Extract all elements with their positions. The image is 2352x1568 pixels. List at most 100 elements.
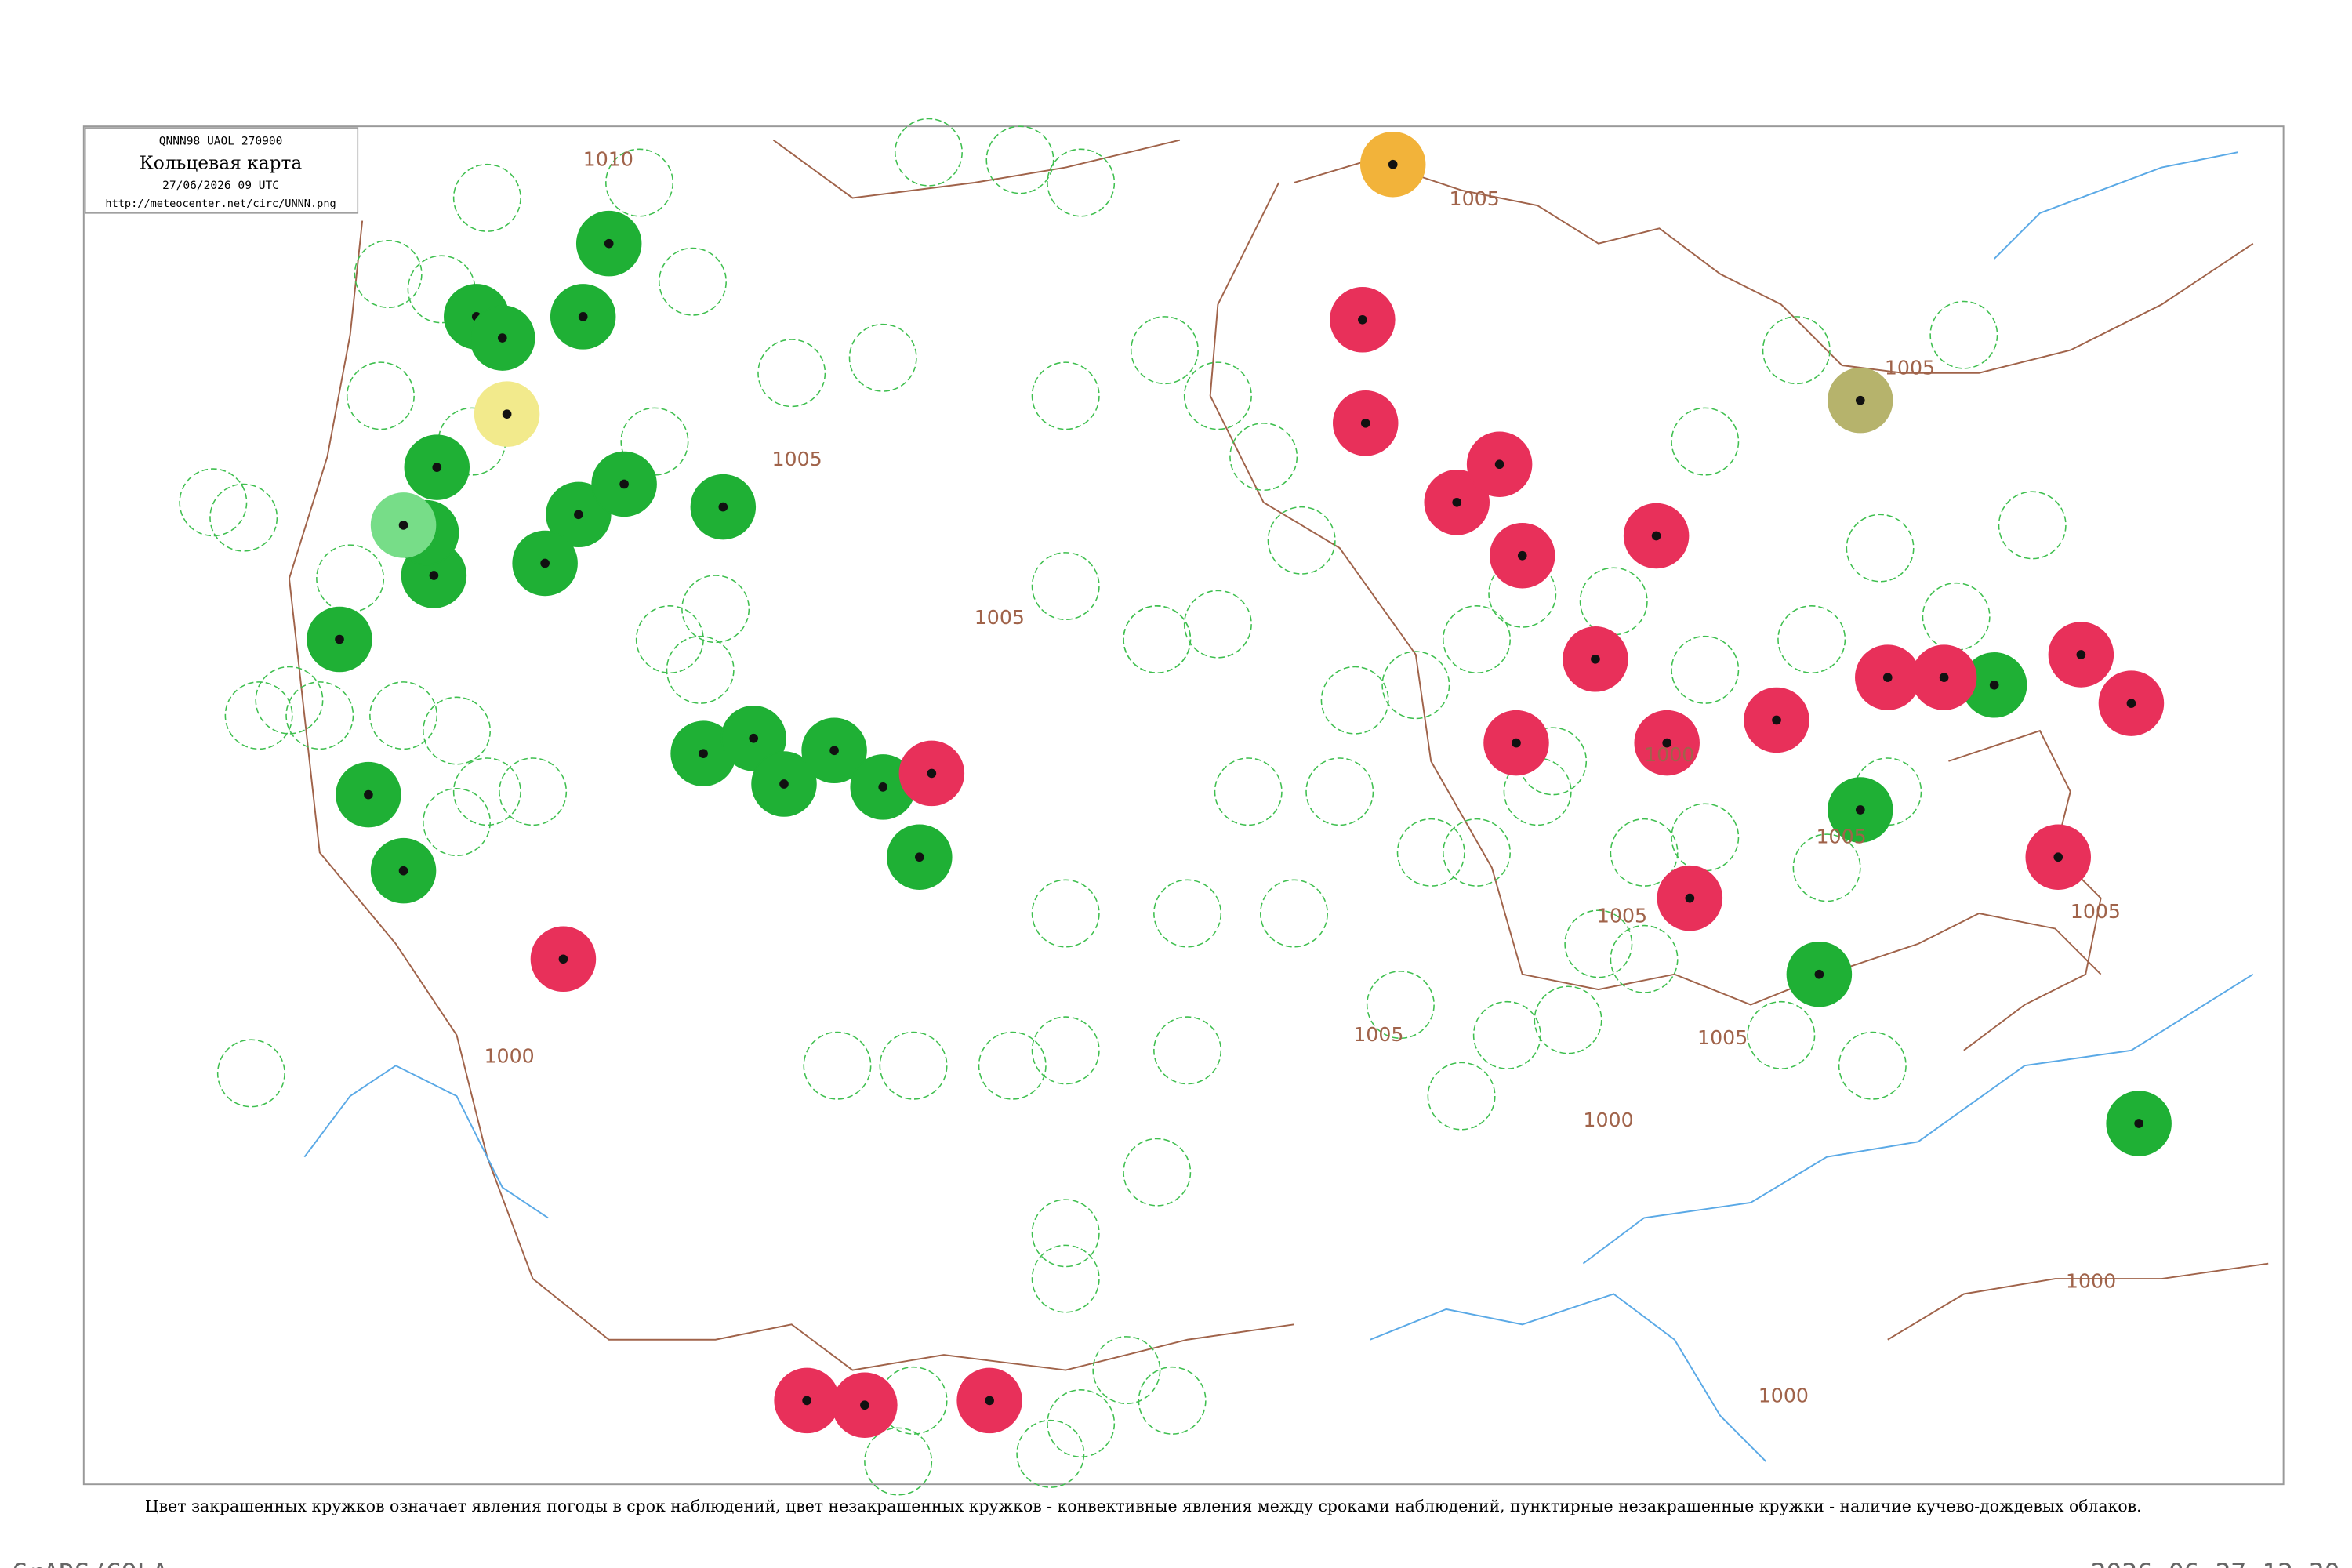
station-dot (604, 238, 614, 249)
cb-circle (803, 1031, 872, 1100)
cb-circle (879, 1031, 948, 1100)
isobar-label: 1000 (1644, 743, 1694, 766)
cb-circle (1922, 582, 1991, 651)
cb-circle (1138, 1366, 1207, 1435)
station-dot (398, 521, 408, 530)
station-dot (1452, 497, 1462, 507)
footer-right: 2026-06-27-12:30 (2091, 1557, 2340, 1568)
station-dot (398, 866, 408, 876)
station-dot (802, 1396, 811, 1406)
cb-circle (1031, 1016, 1100, 1085)
river (1582, 973, 2254, 1265)
station-dot (914, 852, 924, 862)
station-circles (179, 118, 2172, 1496)
cb-circle (1267, 506, 1336, 575)
isobar-label: 1000 (484, 1044, 534, 1067)
isobar-label: 1000 (1759, 1384, 1809, 1406)
cb-circle (369, 681, 438, 750)
station-dot (2134, 1119, 2143, 1128)
header-url: http://meteocenter.net/circ/UNNN.png (105, 198, 336, 210)
station-dot (432, 463, 442, 472)
isobar-label: 1005 (975, 606, 1025, 629)
station-dot (2053, 852, 2063, 862)
cb-circle (1443, 818, 1511, 887)
station-dot (1685, 893, 1695, 903)
station-dot (1855, 395, 1865, 405)
station-dot (749, 733, 758, 743)
header-code: QNNN98 UAOL 270900 (159, 134, 283, 147)
cb-circle (1183, 590, 1252, 659)
cb-circle (255, 666, 324, 735)
station-dot (985, 1396, 994, 1406)
cb-circle (423, 788, 492, 857)
cb-circle (1929, 300, 1998, 369)
cb-circle (1047, 148, 1116, 217)
river (303, 1065, 549, 1219)
footer-left: GrADS/COLA (13, 1557, 169, 1568)
cb-circle (499, 757, 568, 826)
isobar-label: 1010 (583, 148, 633, 171)
cb-circle (1130, 316, 1199, 385)
cb-circle (1564, 909, 1633, 978)
cb-circle (635, 605, 704, 674)
station-dot (1651, 531, 1661, 541)
station-dot (1494, 459, 1504, 470)
cb-circle (1777, 605, 1846, 674)
station-dot (1388, 159, 1398, 169)
cb-circle (1366, 971, 1435, 1040)
station-dot (335, 634, 344, 644)
station-dot (1939, 673, 1949, 682)
station-dot (779, 779, 789, 789)
cb-circle (848, 323, 917, 392)
station-dot (2076, 650, 2086, 659)
station-dot (878, 782, 888, 792)
cb-circle (285, 681, 354, 750)
isobar-label: 1000 (1583, 1109, 1633, 1131)
cb-circle (1031, 879, 1100, 948)
cb-circle (209, 483, 278, 552)
cb-circle (1472, 1000, 1541, 1069)
cb-circle (1610, 924, 1679, 993)
cb-circle (1579, 567, 1648, 636)
cb-circle (1214, 757, 1283, 826)
cb-circle (1047, 1389, 1116, 1458)
cb-circle (179, 468, 248, 537)
isobar-label: 1005 (1697, 1026, 1748, 1049)
header-title: Кольцевая карта (140, 153, 303, 174)
isobar-label: 1005 (1885, 357, 1935, 379)
cb-circle (354, 240, 423, 309)
station-dot (1662, 738, 1672, 748)
cb-circle (620, 407, 689, 476)
cb-circle (224, 681, 293, 750)
station-dot (497, 333, 507, 343)
border (1294, 158, 2254, 374)
cb-circle (1381, 651, 1450, 720)
cb-circle (1396, 818, 1465, 887)
cb-circle (1153, 879, 1222, 948)
station-dot (429, 571, 439, 580)
cb-circle (346, 361, 415, 430)
cb-circle (452, 163, 521, 232)
cb-circle (1153, 1016, 1222, 1085)
cb-circle (659, 247, 727, 316)
header-box: QNNN98 UAOL 270900 Кольцевая карта 27/06… (84, 127, 359, 214)
cb-circle (605, 148, 674, 217)
cb-circle (216, 1039, 285, 1108)
isobar-label: 1005 (771, 448, 822, 470)
cb-circle (1229, 423, 1298, 492)
cb-circle (1305, 757, 1374, 826)
cb-circle (316, 544, 385, 613)
header-datetime: 27/06/2026 09 UTC (162, 179, 279, 192)
map-frame (82, 125, 2285, 1486)
cb-circle (1123, 1138, 1192, 1207)
isobar-label: 1005 (1450, 187, 1500, 210)
header-frame (84, 127, 359, 214)
cb-circle (1123, 605, 1192, 674)
cb-circle (1031, 361, 1100, 430)
station-dot (1517, 550, 1527, 561)
station-dot (1512, 738, 1521, 748)
station-dot (619, 479, 629, 489)
station-dot (578, 312, 588, 321)
river (1994, 151, 2238, 260)
